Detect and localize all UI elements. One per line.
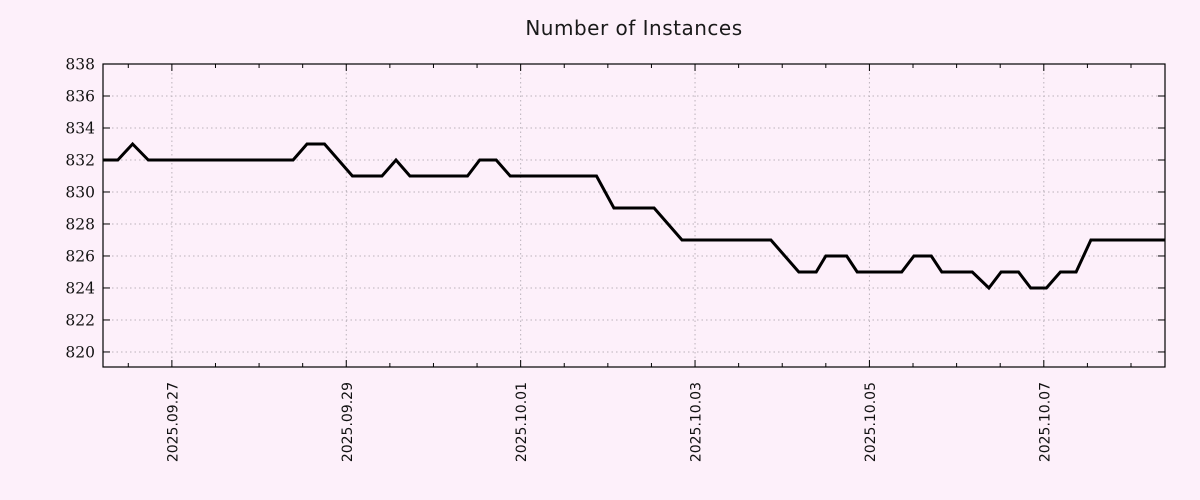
x-tick-label: 2025.10.07 xyxy=(1037,382,1053,462)
series-line xyxy=(103,141,1165,291)
y-tick-label: 820 xyxy=(65,343,95,361)
y-tick-label: 822 xyxy=(65,311,95,329)
y-tick-label: 826 xyxy=(65,247,95,265)
x-tick-label: 2025.10.05 xyxy=(863,382,879,462)
y-tick-label: 838 xyxy=(65,56,95,74)
x-tick-label: 2025.09.29 xyxy=(340,382,356,462)
y-tick-label: 824 xyxy=(65,279,95,297)
plot-border xyxy=(102,63,1166,368)
x-tick-label: 2025.10.03 xyxy=(689,382,705,462)
x-tick-label: 2025.09.27 xyxy=(165,382,181,462)
y-tick-label: 834 xyxy=(65,119,95,137)
y-tick-label: 832 xyxy=(65,151,95,169)
chart-title: Number of Instances xyxy=(525,16,743,40)
y-tick-label: 828 xyxy=(65,215,95,233)
y-tick-label: 830 xyxy=(65,183,95,201)
y-tick-label: 836 xyxy=(65,87,95,105)
x-tick-label: 2025.10.01 xyxy=(514,382,530,462)
